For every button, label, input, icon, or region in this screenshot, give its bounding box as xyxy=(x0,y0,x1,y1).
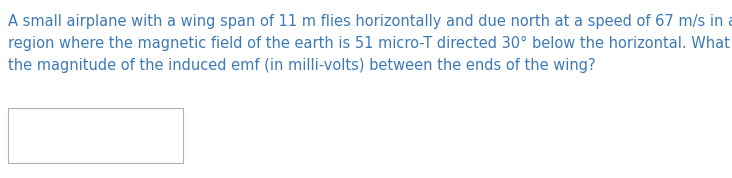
Text: A small airplane with a wing span of 11 m flies horizontally and due north at a : A small airplane with a wing span of 11 … xyxy=(8,14,732,29)
Text: the magnitude of the induced emf (in milli-volts) between the ends of the wing?: the magnitude of the induced emf (in mil… xyxy=(8,58,596,73)
Bar xyxy=(8,108,183,163)
Text: region where the magnetic field of the earth is 51 micro-T directed 30° below th: region where the magnetic field of the e… xyxy=(8,36,732,51)
